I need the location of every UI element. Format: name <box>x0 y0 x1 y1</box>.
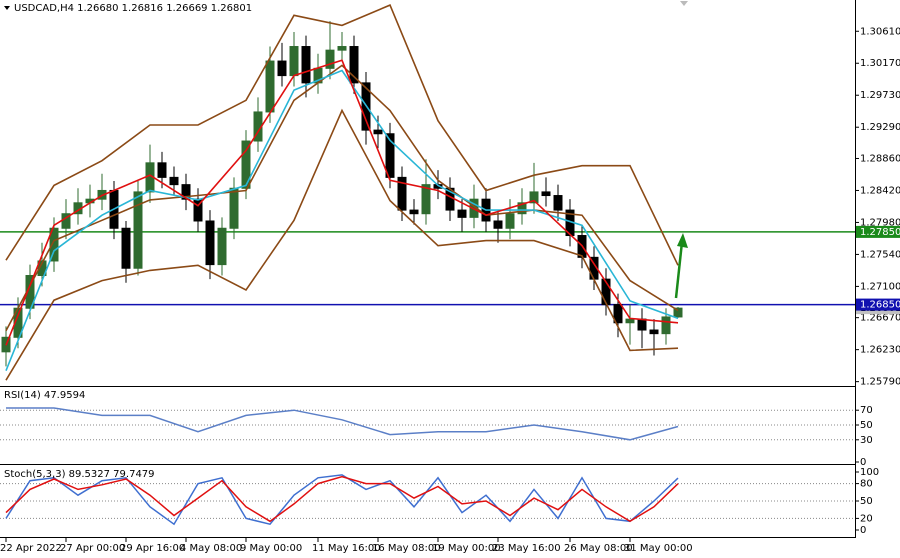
candle-body <box>661 316 671 335</box>
candle-body <box>421 184 431 215</box>
candle-body <box>493 220 503 229</box>
candle-body <box>649 329 659 335</box>
y-tick-label: 30 <box>860 435 873 446</box>
candle-body <box>181 184 191 200</box>
x-tick-label: 16 May 08:00 <box>372 543 441 554</box>
level-label-bg <box>856 225 900 238</box>
candle-body <box>301 46 311 84</box>
x-tick-label: 11 May 16:00 <box>312 543 381 554</box>
y-tick-label: 1.25790 <box>860 377 900 388</box>
y-tick-label: 1.29290 <box>860 122 900 133</box>
stoch-title: Stoch(5,3,3) 89.5327 79.7479 <box>4 469 155 480</box>
candle-body <box>289 46 299 77</box>
symbol-menu-icon[interactable] <box>4 6 10 10</box>
candle-body <box>157 162 167 178</box>
candle-body <box>625 318 635 324</box>
rsi-title: RSI(14) 47.9594 <box>4 390 85 401</box>
candle-body <box>121 227 131 269</box>
candle-body <box>637 318 647 331</box>
x-tick-label: 22 Apr 2022 <box>0 543 62 554</box>
candle-body <box>217 227 227 266</box>
candle-body <box>385 133 395 178</box>
x-tick-label: 27 Apr 00:00 <box>60 543 125 554</box>
candle-body <box>241 140 251 189</box>
y-tick-label: 1.27100 <box>860 281 900 292</box>
x-tick-label: 19 May 00:00 <box>432 543 501 554</box>
y-tick-label: 1.27980 <box>860 217 900 228</box>
chart-title: USDCAD,H4 1.26680 1.26816 1.26669 1.2680… <box>14 3 252 14</box>
candle-body <box>517 202 527 215</box>
y-tick-label: 20 <box>860 513 873 524</box>
candle-body <box>529 191 539 204</box>
y-tick-label: 1.29730 <box>860 90 900 101</box>
candle-body <box>553 195 563 211</box>
candle-body <box>541 191 551 197</box>
y-tick-label: 0 <box>860 525 866 536</box>
arrow-annotation <box>674 241 684 299</box>
y-tick-label: 0 <box>860 457 866 468</box>
level-label: 1.27850 <box>860 227 900 238</box>
x-tick-label: 31 May 00:00 <box>624 543 693 554</box>
candle-body <box>49 227 59 262</box>
indicator-line <box>5 4 679 266</box>
y-tick-label: 1.28860 <box>860 153 900 164</box>
candle-body <box>409 209 419 215</box>
candle-body <box>205 220 215 266</box>
candle-body <box>505 213 515 229</box>
candle-body <box>229 187 239 229</box>
indicator-line <box>5 64 679 332</box>
indicator-line <box>5 59 679 346</box>
y-tick-label: 1.26670 <box>860 313 900 324</box>
candle-body <box>613 304 623 324</box>
candle-body <box>169 176 179 186</box>
indicator-line <box>5 69 679 371</box>
oscillator-line <box>5 475 679 523</box>
shift-marker <box>680 1 688 6</box>
oscillator-line <box>5 474 679 526</box>
x-tick-label: 4 May 08:00 <box>180 543 242 554</box>
y-tick-label: 1.30170 <box>860 58 900 69</box>
candle-body <box>337 46 347 51</box>
oscillator-line <box>6 407 679 441</box>
arrow-head <box>677 233 688 248</box>
x-tick-label: 29 Apr 16:00 <box>120 543 185 554</box>
candle-body <box>265 60 275 113</box>
y-tick-label: 100 <box>860 467 879 478</box>
y-tick-label: 50 <box>860 496 873 507</box>
candle-body <box>397 176 407 211</box>
candle-body <box>373 129 383 135</box>
y-tick-label: 50 <box>860 420 873 431</box>
y-tick-label: 80 <box>860 479 873 490</box>
y-tick-label: 1.28420 <box>860 185 900 196</box>
y-tick-label: 1.27540 <box>860 249 900 260</box>
x-tick-label: 9 May 00:00 <box>240 543 302 554</box>
y-tick-label: 1.26230 <box>860 345 900 356</box>
x-tick-label: 23 May 16:00 <box>492 543 561 554</box>
candle-body <box>277 60 287 77</box>
y-tick-label: 70 <box>860 405 873 416</box>
candle-body <box>673 307 683 318</box>
candle-body <box>325 49 335 69</box>
level-label: 1.26850 <box>860 300 900 311</box>
candle-body <box>457 209 467 218</box>
x-tick-label: 26 May 08:00 <box>564 543 633 554</box>
candle-body <box>349 46 359 84</box>
y-tick-label: 1.30610 <box>860 26 900 37</box>
indicator-line <box>5 108 679 381</box>
level-label-bg <box>856 298 900 311</box>
candle-body <box>133 191 143 269</box>
candle-body <box>37 260 47 277</box>
